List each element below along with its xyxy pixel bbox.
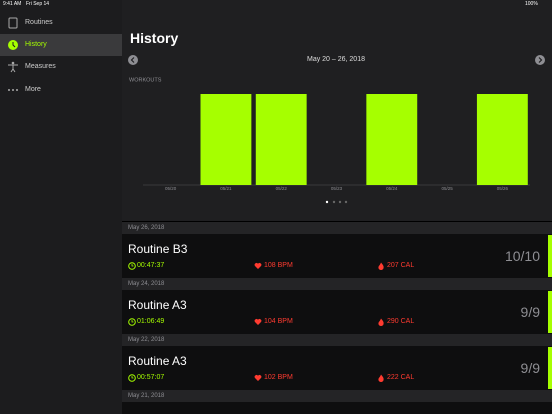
sidebar-icon — [8, 17, 18, 29]
x-tick-label: 05/23 — [331, 186, 343, 191]
duration: 00:57:07 — [137, 374, 165, 381]
progress-bar — [548, 291, 552, 333]
heart-rate: 102 BPM — [264, 374, 293, 381]
bar — [476, 94, 528, 185]
page-title: History — [130, 30, 179, 46]
x-tick-label: 05/21 — [220, 186, 232, 191]
bar — [255, 94, 307, 185]
score: 9/9 — [520, 304, 540, 320]
heart-icon — [254, 263, 262, 269]
flame-icon — [378, 374, 384, 382]
duration: 00:47:37 — [137, 262, 165, 269]
chart-title: WORKOUTS — [129, 77, 162, 83]
score: 9/9 — [520, 360, 540, 376]
sidebar-icon — [8, 40, 18, 50]
section-header: May 22, 2018 — [122, 334, 552, 346]
flame-icon — [378, 318, 384, 326]
date-range: May 20 – 26, 2018 — [307, 56, 365, 63]
list-row — [122, 402, 552, 414]
status-battery: 100% — [525, 1, 538, 7]
section-header: May 24, 2018 — [122, 278, 552, 290]
list-row[interactable] — [122, 346, 552, 390]
list-row[interactable] — [122, 234, 552, 278]
sidebar-item[interactable]: Routines — [25, 19, 53, 26]
x-tick-label: 05/25 — [441, 186, 453, 191]
sidebar-icon — [8, 89, 18, 91]
section-header: May 26, 2018 — [122, 222, 552, 234]
status-time: 9:41 AM — [3, 1, 22, 7]
list-row[interactable] — [122, 290, 552, 334]
sidebar-icon — [8, 61, 18, 73]
sidebar-item[interactable]: Measures — [25, 63, 56, 70]
score: 10/10 — [504, 248, 540, 264]
sidebar-item[interactable]: More — [25, 86, 41, 93]
sidebar — [0, 0, 122, 414]
calories: 290 CAL — [387, 318, 415, 325]
next-button[interactable] — [535, 55, 545, 65]
heart-icon — [254, 319, 262, 325]
flame-icon — [378, 262, 384, 270]
routine-name: Routine A3 — [128, 354, 187, 368]
bar — [366, 94, 418, 185]
status-date: Fri Sep 14 — [26, 1, 50, 7]
sidebar-selected[interactable] — [0, 34, 122, 56]
routine-name: Routine B3 — [128, 242, 188, 256]
clock-icon — [128, 318, 136, 326]
calories: 222 CAL — [387, 374, 415, 381]
heart-icon — [254, 375, 262, 381]
prev-button[interactable] — [128, 55, 138, 65]
routine-name: Routine A3 — [128, 298, 187, 312]
clock-icon — [128, 262, 136, 270]
x-tick-label: 05/22 — [276, 186, 288, 191]
x-tick-label: 05/20 — [165, 186, 177, 191]
bar — [200, 94, 252, 185]
clock-icon — [128, 374, 136, 382]
calories: 207 CAL — [387, 262, 415, 269]
chart: WORKOUTS 05/20 05/21 05/22 05/23 05/24 05/25 0… — [129, 77, 530, 204]
progress-bar — [548, 347, 552, 389]
x-tick-label: 05/26 — [497, 186, 509, 191]
sidebar-item[interactable]: History — [25, 41, 47, 48]
heart-rate: 108 BPM — [264, 262, 293, 269]
heart-rate: 104 BPM — [264, 318, 293, 325]
section-header: May 21, 2018 — [122, 390, 552, 402]
x-tick-label: 05/24 — [386, 186, 398, 191]
progress-bar — [548, 235, 552, 277]
duration: 01:06:49 — [137, 318, 165, 325]
